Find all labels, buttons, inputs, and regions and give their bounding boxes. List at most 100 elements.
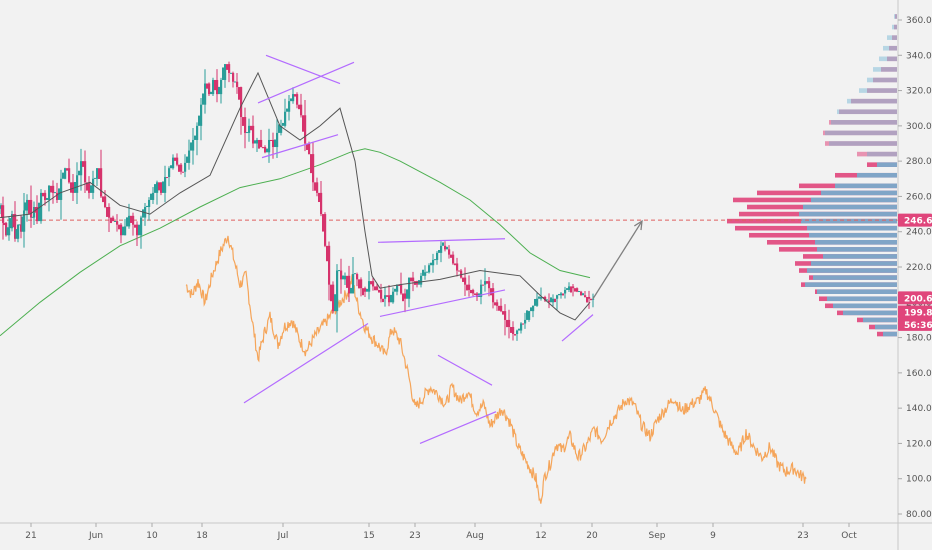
- trend-line[interactable]: [257, 61, 355, 104]
- candle-body: [320, 192, 323, 215]
- candle-body: [344, 275, 347, 280]
- candle-body: [132, 215, 135, 225]
- candle-body: [408, 277, 411, 299]
- candle-body: [2, 205, 5, 223]
- price-badge: [898, 317, 932, 331]
- candle-body: [390, 294, 392, 303]
- profile-bar-buy: [807, 268, 897, 273]
- candle-body: [9, 218, 12, 229]
- candle-body: [322, 214, 324, 232]
- x-tick-label: 15: [363, 531, 374, 541]
- candle-body: [278, 124, 280, 133]
- candle-body: [304, 115, 307, 144]
- candle-body: [434, 259, 436, 261]
- candle-body: [514, 334, 516, 336]
- candle-body: [318, 192, 320, 203]
- trend-line[interactable]: [265, 54, 341, 85]
- profile-bar-sell: [895, 14, 897, 19]
- candle-body: [168, 168, 171, 178]
- trend-line[interactable]: [561, 314, 594, 342]
- candle-body: [212, 79, 215, 95]
- profile-bar-buy: [873, 67, 897, 72]
- candle-body: [80, 161, 83, 176]
- y-tick-label: 280.00: [906, 157, 932, 167]
- candle-body: [460, 270, 463, 278]
- candle-body: [64, 168, 67, 179]
- trend-line[interactable]: [377, 238, 506, 243]
- profile-bar-buy: [817, 289, 897, 294]
- price-badge: [898, 305, 932, 319]
- candle-body: [504, 311, 507, 320]
- candle-body: [316, 182, 319, 193]
- candle-body: [156, 182, 159, 193]
- candle-body: [250, 125, 252, 131]
- trend-line[interactable]: [379, 289, 506, 317]
- candle-body: [498, 305, 500, 311]
- candle-body: [370, 281, 372, 285]
- candle-body: [62, 172, 64, 179]
- candle-body: [180, 164, 183, 172]
- candle-body: [492, 288, 495, 303]
- candle-body: [328, 245, 331, 285]
- candle-body: [14, 214, 17, 239]
- trend-line[interactable]: [419, 411, 497, 444]
- arrow-shaft[interactable]: [592, 220, 643, 300]
- profile-bar-buy: [823, 254, 897, 259]
- candle-body: [142, 209, 144, 218]
- candle-body: [500, 305, 503, 312]
- candle-body: [86, 182, 88, 191]
- candle-body: [24, 202, 27, 211]
- profile-bar-buy: [825, 130, 897, 136]
- candle-body: [462, 277, 464, 282]
- time-axis[interactable]: 21 Jun 10 18 Jul 15 23 Aug 12 20 Sep 9 23 Oct: [25, 523, 857, 541]
- candle-body: [292, 94, 295, 102]
- pattern-lines: [243, 54, 594, 444]
- candle-body: [566, 288, 568, 290]
- candle-body: [230, 72, 232, 74]
- candle-body: [310, 154, 312, 174]
- candle-body: [552, 298, 555, 303]
- candle-body: [338, 270, 340, 272]
- candle-body: [562, 293, 564, 296]
- candle-body: [198, 115, 200, 126]
- candle-body: [84, 161, 87, 183]
- trend-line[interactable]: [261, 134, 339, 159]
- candle-body: [210, 91, 212, 95]
- candle-body: [482, 284, 484, 286]
- candle-body: [242, 117, 244, 126]
- candle-body: [422, 269, 424, 276]
- trend-line[interactable]: [437, 354, 493, 386]
- candle-body: [346, 275, 348, 288]
- candle-body: [234, 81, 236, 83]
- candle-body: [42, 192, 44, 197]
- trend-line[interactable]: [243, 322, 369, 404]
- candle-body: [110, 217, 112, 224]
- candle-body: [290, 98, 292, 102]
- x-tick-label: 10: [146, 531, 158, 541]
- candle-body: [532, 305, 535, 312]
- candle-body: [238, 87, 240, 100]
- candle-body: [122, 226, 124, 236]
- candle-body: [468, 284, 471, 290]
- candle-body: [392, 291, 395, 303]
- candle-body: [56, 192, 59, 200]
- candle-body: [384, 295, 387, 299]
- candle-body: [286, 108, 288, 112]
- candle-body: [218, 86, 220, 95]
- profile-bar-buy: [813, 275, 897, 280]
- candle-body: [94, 177, 96, 179]
- candle-body: [114, 221, 116, 223]
- candlestick-series: [0, 61, 595, 341]
- candle-body: [530, 307, 532, 312]
- profile-bar-buy: [843, 310, 897, 316]
- candle-body: [140, 217, 143, 236]
- candle-body: [574, 288, 576, 292]
- candle-body: [226, 64, 228, 70]
- candle-body: [590, 298, 592, 301]
- profile-bar-buy: [811, 261, 897, 266]
- candle-body: [214, 79, 216, 91]
- candle-body: [12, 214, 15, 228]
- candle-body: [126, 217, 128, 227]
- x-tick-label: 9: [710, 531, 716, 541]
